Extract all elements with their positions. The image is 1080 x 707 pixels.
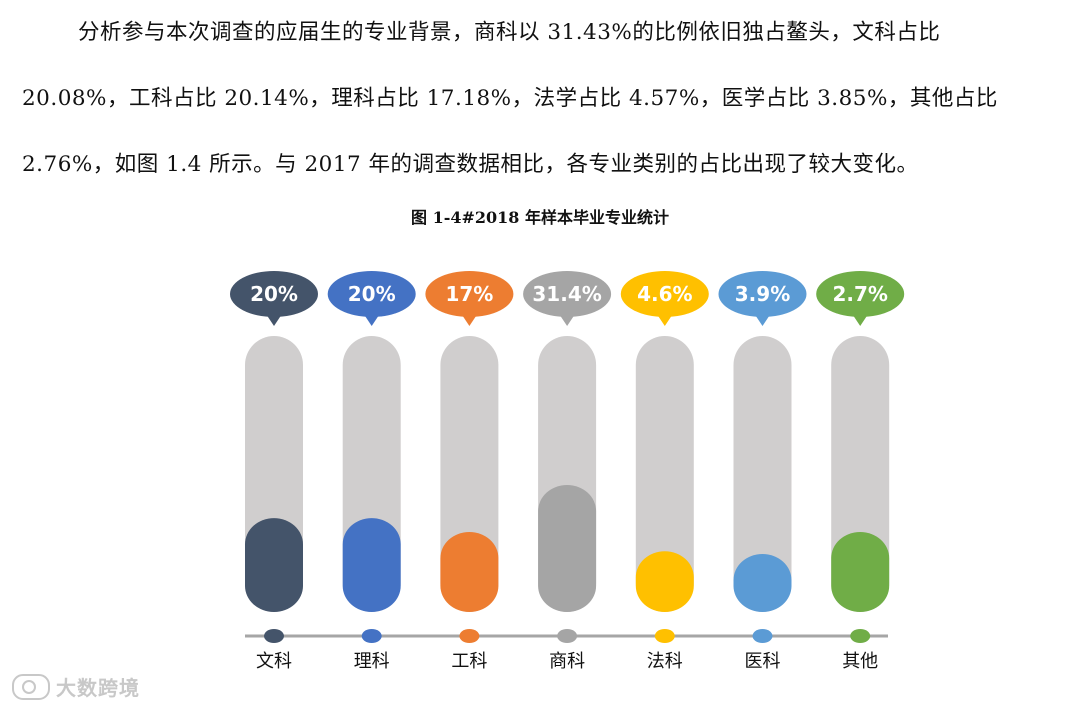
axis-marker-dot [654, 629, 675, 643]
bar-group: 20% 文科 [230, 271, 318, 672]
data-label: 17% [445, 282, 493, 306]
value-bubble-pointer [363, 314, 380, 326]
axis-marker-dot [459, 629, 480, 643]
bar-group: 2.7% 其他 [816, 271, 905, 672]
bar-fill [733, 554, 792, 612]
bar-track [733, 336, 792, 612]
watermark-logo-icon [12, 673, 50, 700]
bar-fill [245, 518, 303, 612]
axis-marker-dot [850, 629, 871, 643]
data-label: 2.7% [832, 282, 887, 306]
bar-group: 31.4% 商科 [523, 271, 612, 672]
value-bubble [816, 271, 905, 317]
value-bubble [230, 271, 318, 317]
category-label: 工科 [451, 651, 487, 672]
value-bubble-pointer [461, 314, 478, 326]
axis-marker-dot [752, 629, 773, 643]
value-bubble [327, 271, 416, 317]
category-label: 医科 [745, 651, 781, 672]
category-label: 法科 [647, 651, 683, 672]
paragraph-line: 20.08%，工科占比 20.14%，理科占比 17.18%，法学占比 4.57… [22, 86, 998, 111]
paragraph-line: 2.76%，如图 1.4 所示。与 2017 年的调查数据相比，各专业类别的占比… [22, 152, 919, 177]
value-bubble-pointer [266, 314, 282, 326]
bar-track [635, 336, 694, 612]
capsule-bar-chart: 20% 文科 20% 理科 17% 工科 31.4% 商科 4.6% 法科 3.9% 医科 2.7% 其他 [230, 271, 905, 672]
value-bubble-pointer [656, 314, 673, 326]
bar-fill [440, 531, 499, 612]
bar-group: 20% 理科 [327, 271, 416, 672]
data-label: 20% [250, 282, 298, 306]
data-label: 20% [348, 282, 396, 306]
watermark: 大数跨境 [12, 672, 140, 701]
bar-group: 3.9% 医科 [718, 271, 807, 672]
watermark-text: 大数跨境 [56, 676, 140, 700]
data-label: 31.4% [532, 282, 601, 306]
value-bubble-pointer [754, 314, 771, 326]
category-label: 其他 [842, 651, 878, 672]
figure-caption: 图 1-4#2018 年样本毕业专业统计 [411, 208, 669, 227]
axis-marker-dot [264, 629, 284, 643]
bar-group: 4.6% 法科 [620, 271, 709, 672]
category-label: 理科 [354, 651, 390, 672]
data-label: 3.9% [735, 282, 790, 306]
value-bubble-pointer [559, 314, 576, 326]
category-label: 商科 [549, 651, 585, 672]
value-bubble [718, 271, 807, 317]
data-label: 4.6% [637, 282, 692, 306]
axis-marker-dot [557, 629, 578, 643]
axis-marker-dot [361, 629, 382, 643]
category-label: 文科 [256, 651, 292, 672]
value-bubble [425, 271, 514, 317]
bar-fill [635, 551, 694, 612]
bar-fill [538, 485, 597, 612]
value-bubble-pointer [852, 314, 869, 326]
body-paragraph: 分析参与本次调查的应届生的专业背景，商科以 31.43%的比例依旧独占鳌头，文科… [22, 0, 1062, 198]
bar-fill [342, 518, 401, 612]
value-bubble [620, 271, 709, 317]
paragraph-line: 分析参与本次调查的应届生的专业背景，商科以 31.43%的比例依旧独占鳌头，文科… [78, 20, 941, 45]
value-bubble [523, 271, 612, 317]
bar-group: 17% 工科 [425, 271, 514, 672]
bar-fill [831, 531, 890, 612]
